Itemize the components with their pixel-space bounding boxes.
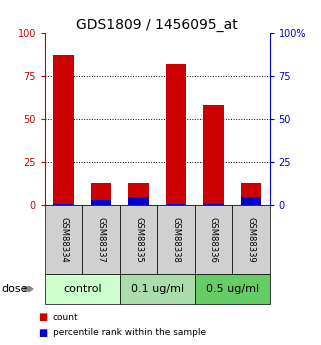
Text: control: control <box>63 284 102 294</box>
Bar <box>91 200 111 205</box>
Bar <box>203 105 224 205</box>
Bar <box>53 204 74 205</box>
Text: 0.5 ug/ml: 0.5 ug/ml <box>206 284 259 294</box>
Bar <box>241 183 261 205</box>
Text: GSM88335: GSM88335 <box>134 217 143 263</box>
Bar <box>53 55 74 205</box>
Bar <box>241 197 261 205</box>
Bar <box>166 204 186 205</box>
Text: GSM88336: GSM88336 <box>209 217 218 263</box>
Bar <box>128 197 149 205</box>
Text: GSM88339: GSM88339 <box>247 217 256 263</box>
Text: percentile rank within the sample: percentile rank within the sample <box>53 328 206 337</box>
Bar <box>166 64 186 205</box>
Text: dose: dose <box>2 284 28 294</box>
Text: GSM88334: GSM88334 <box>59 217 68 263</box>
Text: ■: ■ <box>39 328 48 338</box>
Text: GSM88337: GSM88337 <box>97 217 106 263</box>
Text: count: count <box>53 313 79 322</box>
Bar <box>91 183 111 205</box>
Title: GDS1809 / 1456095_at: GDS1809 / 1456095_at <box>76 18 238 32</box>
Bar <box>203 204 224 205</box>
Bar <box>128 183 149 205</box>
Text: GSM88338: GSM88338 <box>171 217 180 263</box>
Text: ■: ■ <box>39 313 48 322</box>
Text: 0.1 ug/ml: 0.1 ug/ml <box>131 284 184 294</box>
